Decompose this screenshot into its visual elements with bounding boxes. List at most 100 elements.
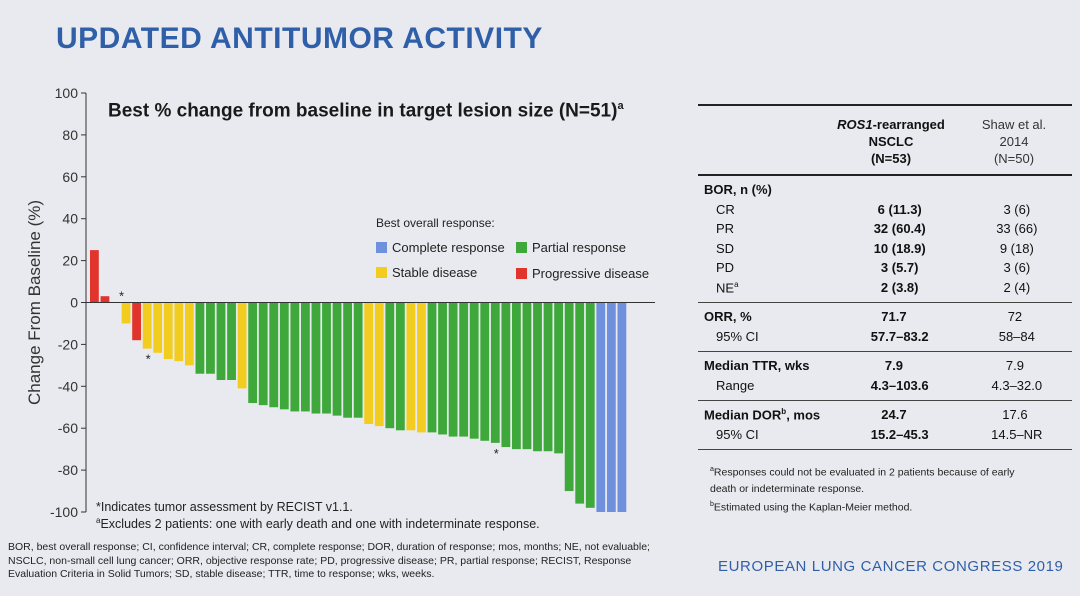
chart-note-recist: *Indicates tumor assessment by RECIST v1… xyxy=(96,500,353,515)
legend-swatch xyxy=(516,242,527,253)
cell-ros1: 32 (60.4) xyxy=(873,221,926,237)
legend-title: Best overall response: xyxy=(376,216,495,230)
y-tick-label: -60 xyxy=(58,420,78,436)
cell-ros1: 3 (5.7) xyxy=(880,260,919,276)
bar xyxy=(343,302,352,418)
table-group: Median TTR, wks 7.9 7.9 Range 4.3–103.6 4.3–3… xyxy=(698,352,1072,401)
cell-ros1: 15.2–45.3 xyxy=(870,426,929,442)
row-label: ORR, % xyxy=(704,309,752,325)
y-tick-label: -20 xyxy=(58,336,78,352)
bar xyxy=(427,302,437,433)
cell-shaw: 7.9 xyxy=(1005,358,1024,374)
bar xyxy=(385,302,395,429)
legend-swatch xyxy=(376,267,387,278)
bar xyxy=(469,302,479,439)
cell-shaw: 3 (6) xyxy=(1003,201,1031,217)
bar xyxy=(406,302,416,431)
row-label: 95% CI xyxy=(716,328,759,344)
cell-shaw: 72 xyxy=(1007,309,1023,325)
cell-shaw: 4.3–32.0 xyxy=(991,377,1043,393)
bar xyxy=(364,302,374,425)
bar xyxy=(533,302,542,452)
annotation-asterisk: * xyxy=(494,446,499,461)
bar xyxy=(237,302,247,389)
table-group: BOR, n (%) CR 6 (11.3) 3 (6) PR 32 (60.4) 33 (… xyxy=(698,176,1072,303)
bar xyxy=(322,302,331,414)
col-header-ros1: ROS1-rearranged NSCLC (N=53) xyxy=(837,117,945,166)
y-tick-label: 40 xyxy=(62,211,78,227)
bar xyxy=(163,302,173,360)
bar xyxy=(216,302,226,381)
table-row: Range 4.3–103.6 4.3–32.0 xyxy=(698,376,1072,396)
bar xyxy=(132,302,141,341)
bar xyxy=(585,302,595,508)
bar xyxy=(227,302,236,381)
table-row: ORR, % 71.7 72 xyxy=(698,307,1072,327)
cell-ros1: 71.7 xyxy=(881,309,907,325)
col-header-shaw: Shaw et al. 2014 (N=50) xyxy=(981,117,1047,166)
chart-note-excluded: aExcludes 2 patients: one with early dea… xyxy=(96,516,540,532)
table-row: SD 10 (18.9) 9 (18) xyxy=(698,239,1072,259)
legend-label: Complete response xyxy=(392,240,505,255)
y-tick-label: 80 xyxy=(62,127,78,143)
row-label: Median DORb, mos xyxy=(704,407,821,423)
bar xyxy=(448,302,458,437)
abbreviations: BOR, best overall response; CI, confiden… xyxy=(8,541,650,580)
row-label: PR xyxy=(716,221,735,237)
cell-ros1: 6 (11.3) xyxy=(877,201,922,217)
table-group: ORR, % 71.7 72 95% CI 57.7–83.2 58–84 xyxy=(698,303,1072,352)
bar xyxy=(195,302,205,374)
annotation-asterisk: * xyxy=(119,289,124,304)
row-label: 95% CI xyxy=(716,426,759,442)
table-row: PD 3 (5.7) 3 (6) xyxy=(698,258,1072,278)
table-row: CR 6 (11.3) 3 (6) xyxy=(698,200,1072,220)
bar xyxy=(596,302,606,512)
bar xyxy=(490,302,500,443)
legend-swatch xyxy=(376,242,387,253)
y-tick-label: 0 xyxy=(70,295,78,311)
cell-shaw: 3 (6) xyxy=(1003,260,1031,276)
row-label: NEa xyxy=(716,279,739,295)
y-tick-label: 100 xyxy=(55,85,79,101)
table-row: PR 32 (60.4) 33 (66) xyxy=(698,219,1072,239)
footnote-a: aResponses could not be evaluated in 2 p… xyxy=(710,466,1015,495)
bar xyxy=(269,302,279,408)
bar xyxy=(374,302,384,427)
legend-swatch xyxy=(516,268,527,279)
legend-item: Complete response xyxy=(376,240,505,255)
table-row: 95% CI 15.2–45.3 14.5–NR xyxy=(698,425,1072,445)
cell-ros1: 4.3–103.6 xyxy=(870,377,929,393)
legend-item: Partial response xyxy=(516,240,626,255)
y-tick-label: -100 xyxy=(50,504,78,520)
bar xyxy=(395,302,405,431)
bar xyxy=(279,302,289,410)
y-tick-label: -40 xyxy=(58,378,78,394)
bar xyxy=(512,302,521,450)
legend-label: Progressive disease xyxy=(532,266,650,281)
legend-label: Stable disease xyxy=(392,265,478,280)
legend-item: Stable disease xyxy=(376,265,477,280)
table-row: Median TTR, wks 7.9 7.9 xyxy=(698,356,1072,376)
table-header: ROS1-rearranged NSCLC (N=53) Shaw et al.… xyxy=(698,106,1072,176)
bar xyxy=(174,302,184,362)
bar xyxy=(332,302,342,416)
bar xyxy=(142,302,152,349)
bar xyxy=(206,302,215,374)
cell-ros1: 7.9 xyxy=(884,358,903,374)
cell-shaw: 14.5–NR xyxy=(991,426,1043,442)
cell-ros1: 24.7 xyxy=(881,407,907,423)
row-label: Range xyxy=(716,377,755,393)
legend-label: Partial response xyxy=(532,240,626,255)
cell-shaw: 17.6 xyxy=(1002,407,1028,423)
cell-shaw: 33 (66) xyxy=(996,221,1038,237)
cell-shaw: 58–84 xyxy=(998,328,1035,344)
table-group: Median DORb, mos 24.7 17.6 95% CI 15.2–45.3 1… xyxy=(698,401,1072,450)
cell-shaw: 2 (4) xyxy=(1003,279,1031,295)
bar xyxy=(575,302,585,504)
bar xyxy=(438,302,447,435)
table-row: 95% CI 57.7–83.2 58–84 xyxy=(698,327,1072,347)
bar xyxy=(153,302,163,353)
row-label: PD xyxy=(716,260,735,276)
waterfall-chart: 100 80 60 40 20 0 -20 -40 -60 -80 -100 Change From … xyxy=(25,85,655,520)
table-row: NEa 2 (3.8) 2 (4) xyxy=(698,278,1072,298)
